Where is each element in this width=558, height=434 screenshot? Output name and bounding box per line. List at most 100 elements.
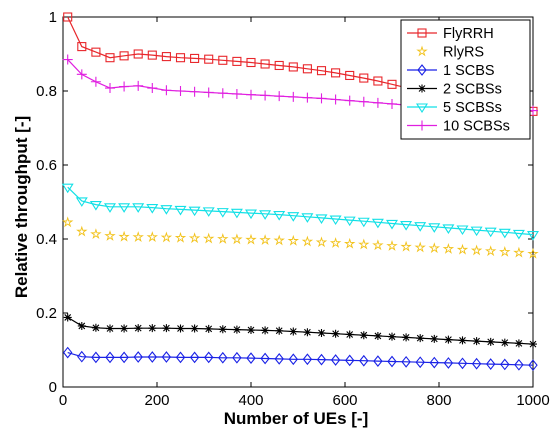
data-point-asterisk <box>345 330 354 339</box>
legend: FlyRRH RlyRS 1 SCBS 2 SCBSs 5 SCBSs 10 SCBSs <box>400 19 531 140</box>
data-point-triangle <box>174 205 187 216</box>
data-point-asterisk <box>444 335 453 344</box>
data-point-star <box>118 230 130 242</box>
data-point-triangle <box>498 228 511 239</box>
data-point-triangle <box>259 210 272 220</box>
data-point-plus <box>246 89 256 100</box>
data-point-star <box>76 225 88 237</box>
data-point-triangle <box>104 203 116 213</box>
data-point-diamond <box>105 351 115 364</box>
data-point-asterisk <box>232 325 241 334</box>
data-point-star <box>372 239 384 251</box>
data-point-asterisk <box>289 327 298 336</box>
data-point-star <box>104 230 116 241</box>
data-point-star <box>174 231 187 243</box>
data-point-triangle <box>386 219 398 230</box>
data-point-triangle <box>442 224 455 234</box>
legend-label: RlyRS <box>443 45 484 61</box>
data-point-asterisk <box>529 340 537 349</box>
data-point-asterisk <box>486 337 495 346</box>
y-tick-label: 0.6 <box>36 157 57 174</box>
data-point-star <box>202 232 215 244</box>
data-point-plus <box>217 88 228 99</box>
data-point-square <box>218 55 228 65</box>
y-axis: 0 0.2 0.4 0.6 0.8 1 <box>36 9 533 396</box>
data-point-square <box>133 49 143 59</box>
data-point-diamond <box>471 357 482 370</box>
data-point-asterisk <box>458 336 467 345</box>
data-point-diamond <box>232 351 242 364</box>
data-point-triangle <box>343 216 356 227</box>
data-point-star <box>442 242 455 254</box>
data-point-diamond <box>62 346 73 359</box>
x-tick-label: 0 <box>59 392 67 409</box>
data-point-asterisk <box>77 321 86 330</box>
data-point-asterisk <box>204 324 213 333</box>
data-point-star <box>527 247 539 259</box>
data-point-plus <box>147 83 158 94</box>
data-point-star <box>245 233 257 245</box>
data-point-star <box>287 234 300 246</box>
data-point-plus <box>330 94 341 105</box>
data-point-square <box>288 62 298 72</box>
data-point-triangle <box>527 231 539 241</box>
data-point-star <box>329 237 342 248</box>
data-point-square <box>63 12 73 22</box>
data-point-asterisk <box>331 329 340 338</box>
data-point-plus <box>231 88 242 99</box>
data-point-asterisk <box>317 328 326 337</box>
data-point-star <box>90 228 102 240</box>
y-tick-label: 0.2 <box>36 305 57 322</box>
data-point-diamond <box>274 352 284 365</box>
data-point-star <box>188 232 201 244</box>
legend-label: FlyRRH <box>443 26 494 42</box>
data-point-asterisk <box>63 313 72 322</box>
data-point-triangle <box>230 208 243 219</box>
x-axis-label: Number of UEs [-] <box>224 409 369 428</box>
data-point-triangle <box>428 223 441 233</box>
legend-item: RlyRS <box>416 45 484 61</box>
data-point-asterisk <box>247 326 255 335</box>
data-point-triangle <box>216 208 229 218</box>
data-point-plus <box>344 95 355 106</box>
y-tick-label: 0 <box>49 379 57 396</box>
data-point-triangle <box>287 212 300 222</box>
series-line <box>67 186 534 236</box>
data-point-triangle <box>89 201 102 211</box>
data-point-star <box>315 236 328 248</box>
data-point-star <box>470 244 483 256</box>
data-point-asterisk <box>261 326 270 335</box>
data-point-diamond <box>260 352 270 365</box>
data-point-triangle <box>273 211 286 221</box>
data-point-plus <box>274 91 285 102</box>
data-point-star <box>428 242 441 254</box>
data-point-triangle <box>416 103 428 114</box>
legend-label: 10 SCBSs <box>443 119 510 135</box>
legend-item: FlyRRH <box>407 26 494 42</box>
data-point-diamond <box>288 353 299 366</box>
data-point-star <box>61 216 74 228</box>
legend-item: 1 SCBS <box>407 63 495 79</box>
data-point-square <box>77 42 87 52</box>
data-point-square <box>204 54 214 64</box>
data-point-diamond <box>189 351 200 364</box>
data-point-asterisk <box>472 337 481 346</box>
data-point-diamond <box>528 359 538 372</box>
data-point-star <box>132 231 144 243</box>
data-point-asterisk <box>388 332 396 341</box>
y-tick-label: 1 <box>49 9 57 26</box>
data-point-asterisk <box>500 338 509 347</box>
data-point-triangle <box>329 215 342 226</box>
x-axis: 0 200 400 600 800 1000 <box>59 17 550 409</box>
data-point-square <box>387 79 397 89</box>
data-point-asterisk <box>106 324 114 333</box>
data-point-square <box>359 73 369 83</box>
data-point-star <box>456 243 469 255</box>
data-point-square <box>147 50 157 60</box>
data-point-diamond <box>373 355 383 367</box>
data-point-triangle <box>118 203 131 213</box>
data-point-plus <box>90 76 101 87</box>
data-point-diamond <box>359 354 369 367</box>
data-point-asterisk <box>430 334 439 343</box>
